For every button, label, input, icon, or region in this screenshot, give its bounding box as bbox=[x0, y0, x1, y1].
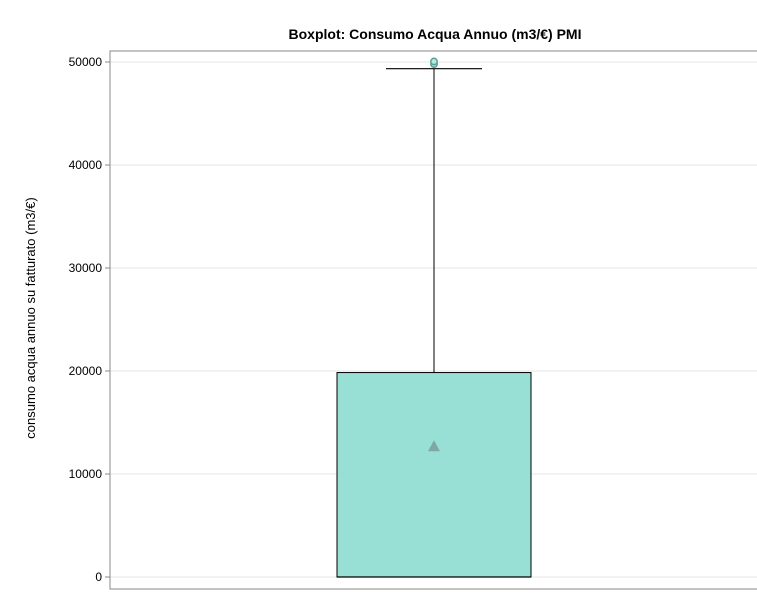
chart-title: Boxplot: Consumo Acqua Annuo (m3/€) PMI bbox=[289, 26, 582, 42]
y-tick-label: 10000 bbox=[69, 467, 103, 481]
boxplot-series bbox=[336, 57, 532, 578]
y-tick-label: 40000 bbox=[69, 158, 103, 172]
y-axis: 0 10000 20000 30000 40000 50000 bbox=[69, 50, 757, 590]
y-tick-label: 0 bbox=[95, 570, 102, 584]
outlier-point bbox=[430, 57, 438, 66]
mean-marker bbox=[428, 440, 440, 452]
plot-frame bbox=[109, 50, 757, 590]
y-axis-label: consumo acqua annuo su fatturato (m3/€) bbox=[23, 197, 38, 438]
iqr-box bbox=[336, 372, 532, 578]
y-tick-label: 30000 bbox=[69, 261, 103, 275]
y-tick-label: 50000 bbox=[69, 55, 103, 69]
y-tick-label: 20000 bbox=[69, 364, 103, 378]
